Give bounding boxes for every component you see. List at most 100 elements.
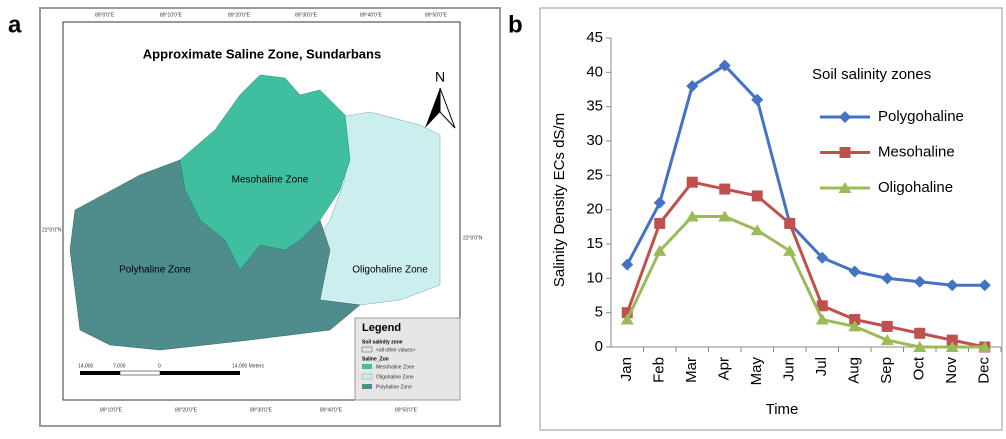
marker: [621, 258, 634, 271]
scale-bar: [80, 371, 120, 375]
coord: 89°40'0"E: [320, 407, 343, 413]
map-legend: [354, 317, 461, 401]
marker: [913, 275, 926, 288]
legend-text: <all other values>: [376, 347, 416, 353]
marker: [686, 80, 699, 93]
north-arrow: [425, 88, 440, 128]
marker: [750, 224, 764, 236]
legend-swatch: [361, 373, 373, 380]
x-tick-label: Sep: [878, 357, 895, 384]
legend-text: Mesohaline Zone: [376, 364, 415, 370]
map-title: Approximate Saline Zone, Sundarbans: [143, 46, 381, 61]
marker: [849, 314, 861, 326]
north-label: N: [435, 69, 445, 85]
x-tick-label: Apr: [716, 357, 733, 380]
coord: 89°10'0"E: [160, 12, 183, 18]
marker: [880, 334, 894, 346]
y-tick-label: 30: [586, 132, 603, 149]
series-line: [625, 215, 985, 349]
marker: [783, 244, 797, 256]
y-tick-label: 40: [586, 63, 603, 80]
marker: [946, 334, 958, 346]
scale-label: 14,000: [78, 363, 94, 369]
x-tick-label: Jan: [618, 357, 635, 381]
coord: 89°20'0"E: [175, 407, 198, 413]
scale-label: 7,000: [113, 363, 126, 369]
mesohaline-zone: [179, 74, 351, 271]
marker: [848, 265, 861, 278]
marker: [978, 279, 991, 292]
marker: [946, 279, 959, 292]
x-tick-label: Feb: [651, 357, 668, 383]
marker: [654, 217, 666, 229]
legend-title: Legend: [362, 322, 401, 334]
marker: [784, 217, 796, 229]
marker: [816, 300, 828, 312]
chart-frame: [539, 7, 1003, 431]
panel-label: b: [508, 11, 523, 38]
legend-text: Polyhaline Zone: [376, 384, 412, 390]
scale-label: 14,000 Meters: [232, 363, 264, 369]
marker: [719, 183, 731, 195]
coord: 89°20'0"E: [228, 12, 251, 18]
marker: [685, 210, 699, 222]
marker: [751, 93, 764, 106]
y-axis-label: Salinity Density ECs dS/m: [551, 113, 568, 287]
legend-text: Soil salinity zone: [362, 339, 403, 345]
zone-label: Polyhaline Zone: [119, 265, 191, 276]
marker: [815, 313, 829, 325]
marker: [621, 307, 633, 319]
legend-label: Mesohaline: [878, 143, 955, 160]
x-tick-label: Jun: [781, 357, 798, 381]
y-tick-label: 25: [586, 166, 603, 183]
y-tick-label: 20: [586, 201, 603, 218]
legend-swatch: [362, 384, 372, 389]
scale-label: 0: [158, 363, 161, 369]
coord: 22°0'0"N: [42, 227, 62, 233]
legend-swatch: [361, 346, 373, 353]
north-arrow: [439, 87, 456, 129]
marker: [881, 320, 893, 332]
x-tick-label: Aug: [846, 357, 863, 384]
scale-bar: [119, 370, 161, 376]
marker: [848, 320, 862, 332]
legend-swatch: [362, 364, 372, 369]
marker: [620, 313, 634, 325]
marker: [914, 327, 926, 339]
coord: 89°50'0"E: [395, 407, 418, 413]
marker: [945, 341, 959, 352]
legend-text: Oligohaline Zone: [376, 374, 414, 380]
marker: [978, 341, 992, 352]
marker: [881, 272, 894, 285]
marker: [686, 176, 698, 188]
y-tick-label: 0: [595, 338, 603, 355]
y-tick-label: 35: [586, 98, 603, 115]
marker: [839, 111, 851, 123]
x-tick-label: Oct: [911, 356, 928, 380]
legend-label: Polygohaline: [878, 108, 964, 125]
y-tick-label: 5: [595, 304, 603, 321]
legend-title: Soil salinity zones: [812, 66, 931, 83]
y-tick-label: 10: [586, 269, 603, 286]
marker: [913, 341, 927, 352]
marker: [751, 190, 763, 202]
x-tick-label: Jul: [813, 357, 830, 376]
marker: [839, 147, 851, 158]
coord: 89°50'0"E: [425, 12, 448, 18]
marker: [718, 210, 732, 222]
coord: 89°40'0"E: [360, 12, 383, 18]
coord: 89°30'0"E: [250, 407, 273, 413]
marker: [718, 59, 731, 72]
coord: 89°30'0"E: [295, 12, 318, 18]
zone-label: Oligohaline Zone: [352, 265, 428, 276]
zone-label: Mesohaline Zone: [232, 175, 309, 186]
marker: [653, 244, 667, 256]
legend-label: Oligohaline: [878, 179, 953, 196]
coord: 22°0'0"N: [463, 235, 483, 241]
y-tick-label: 15: [586, 235, 603, 252]
scale-bar: [160, 371, 240, 375]
marker: [653, 196, 666, 209]
marker: [816, 251, 829, 264]
legend-text: Saline_Zon: [362, 356, 389, 362]
